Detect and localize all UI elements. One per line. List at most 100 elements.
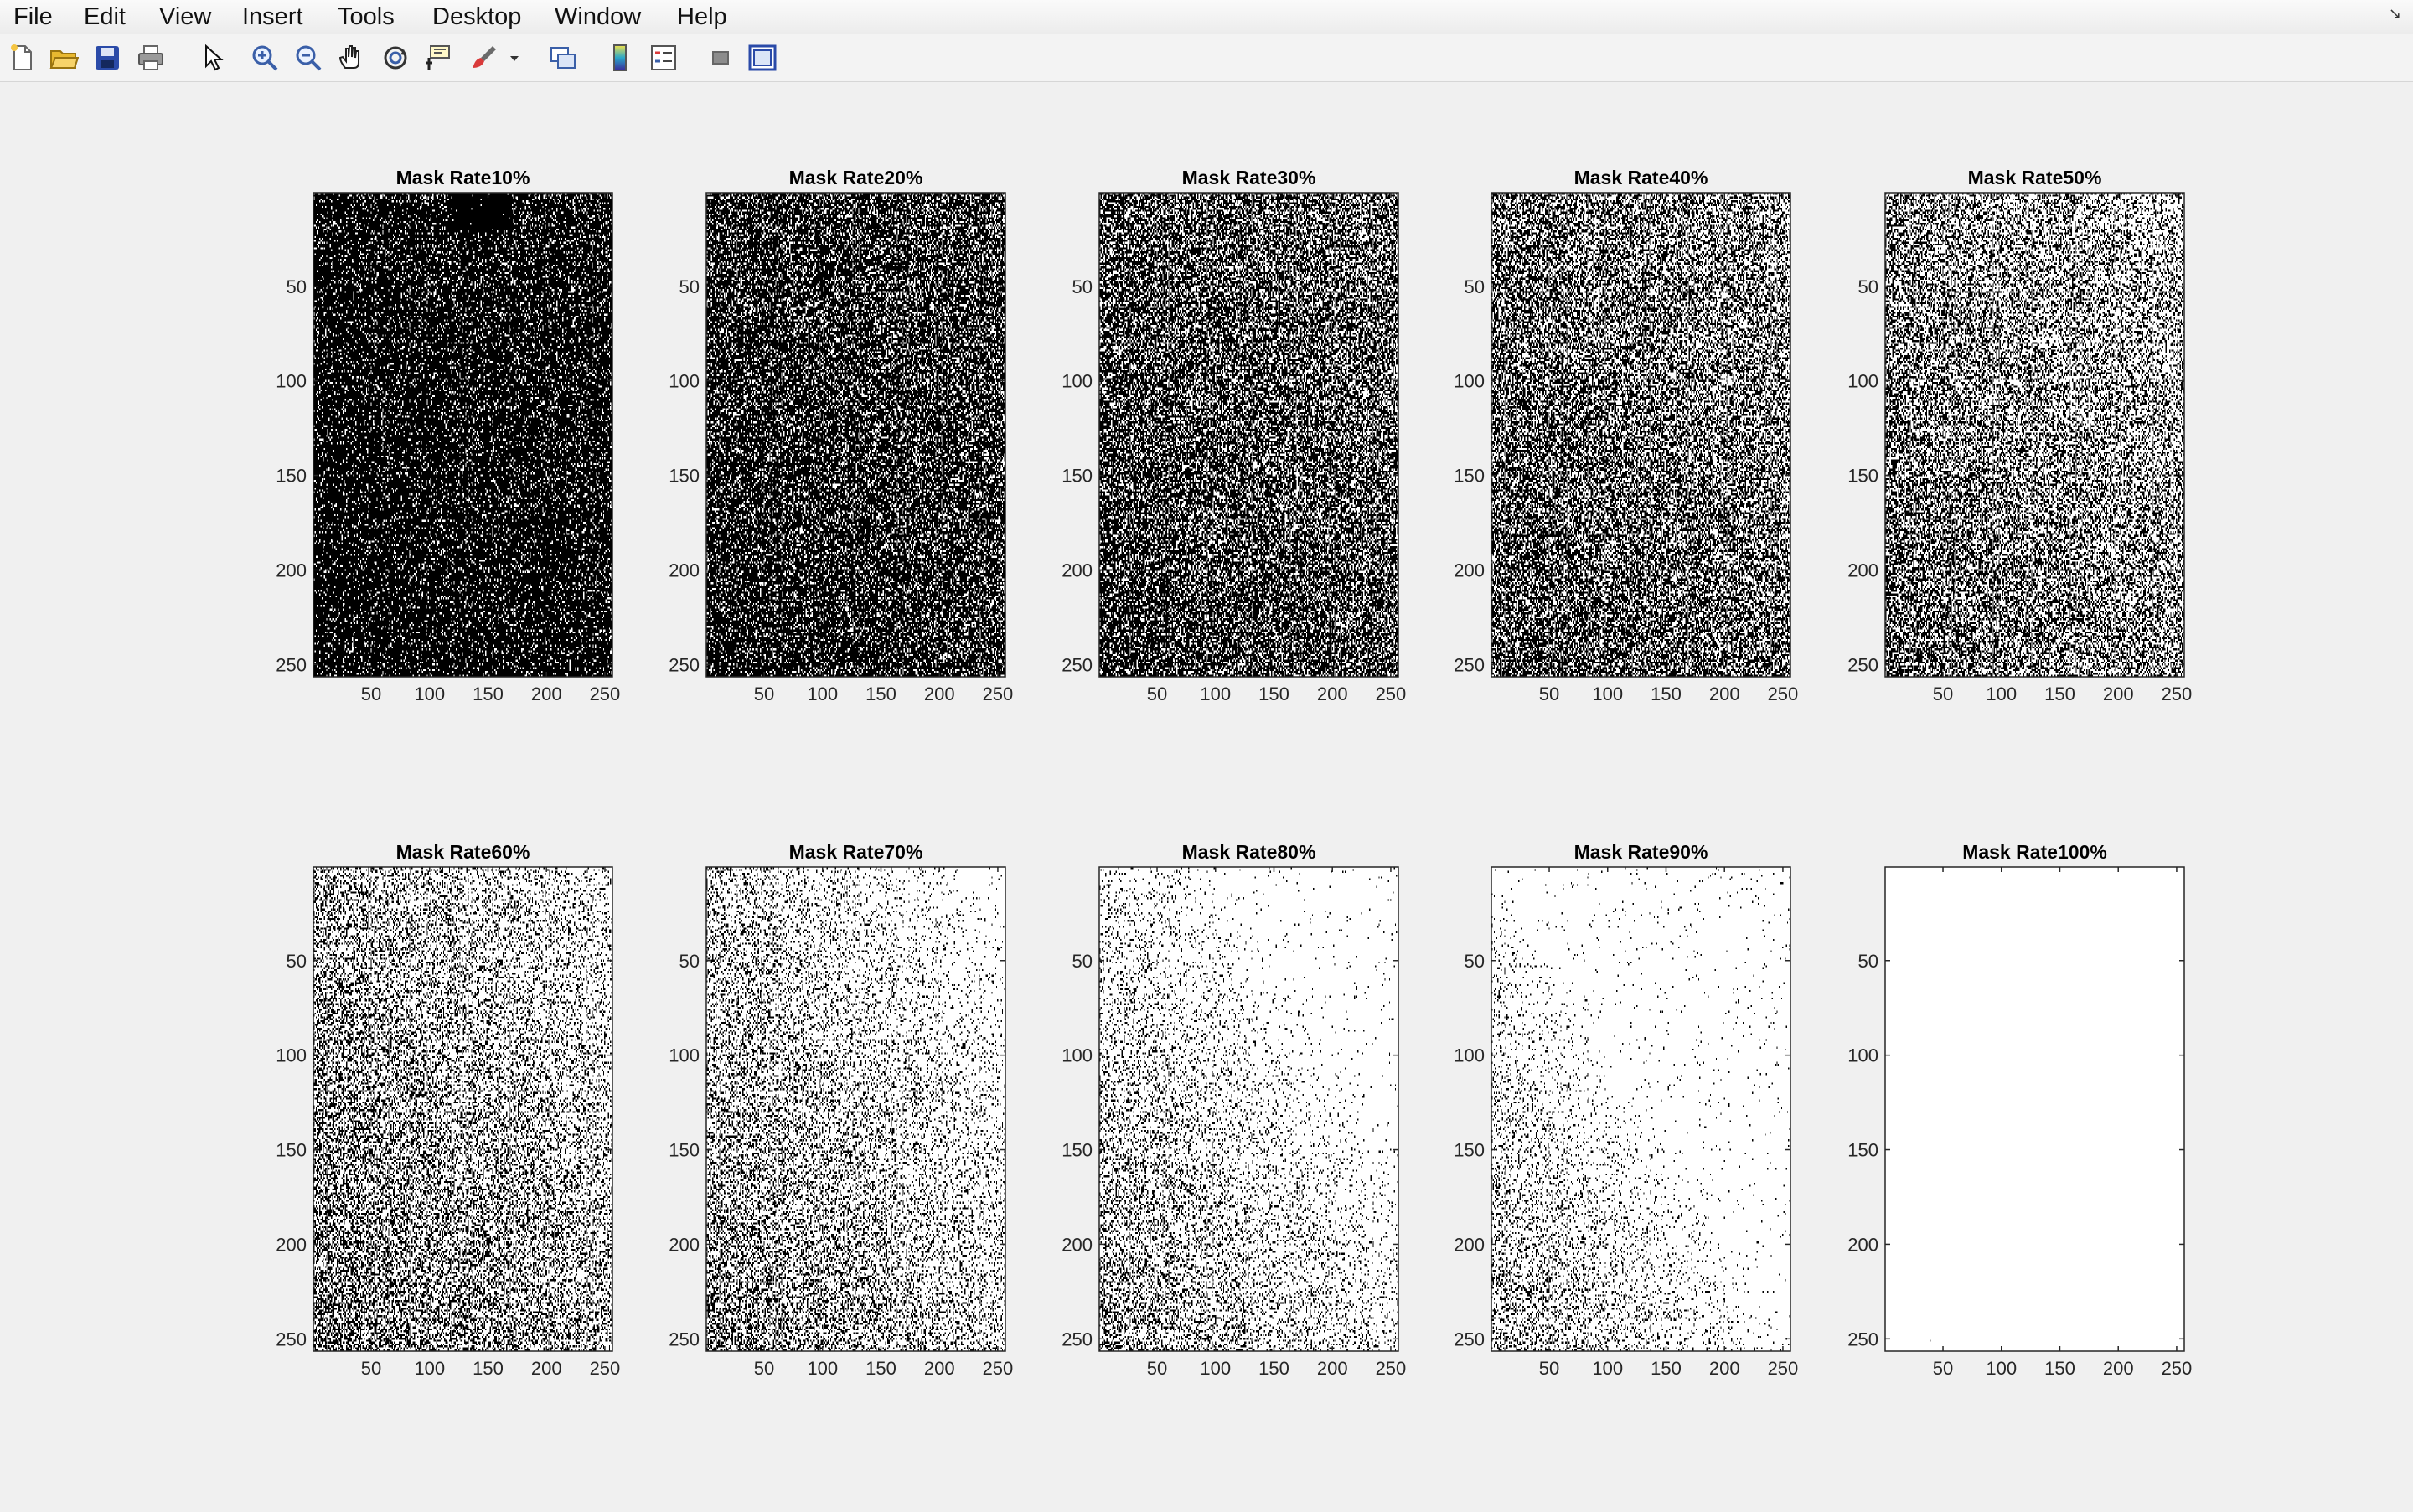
y-tick-label: 250	[276, 1329, 307, 1349]
axes-box	[1884, 866, 2185, 1352]
x-tick-label: 100	[1986, 1358, 2017, 1379]
y-tick-label: 200	[276, 560, 307, 581]
brush-dropdown-icon[interactable]	[508, 43, 521, 73]
save-icon[interactable]	[92, 43, 122, 73]
y-tick-label: 100	[1847, 1045, 1878, 1066]
edit-plot-pointer-icon[interactable]	[198, 43, 228, 73]
insert-legend-icon[interactable]	[648, 43, 679, 73]
mask-image	[706, 193, 1005, 677]
show-plot-tools-icon[interactable]	[747, 43, 778, 73]
subplot-title: Mask Rate100%	[1962, 841, 2107, 863]
x-tick-label: 150	[1258, 684, 1289, 704]
subplot-10[interactable]: Mask Rate100% 50 100 150 200 250 50 100 150 200 25…	[1847, 841, 2192, 1379]
menu-window[interactable]: Window	[555, 3, 642, 30]
rotate-3d-icon[interactable]	[380, 43, 411, 73]
y-tick-label: 200	[669, 560, 700, 581]
x-tick-label: 250	[983, 1358, 1014, 1379]
y-tick-label: 250	[669, 1329, 700, 1349]
x-tick-label: 250	[1768, 1358, 1799, 1379]
menu-view[interactable]: View	[159, 3, 212, 30]
x-tick-label: 250	[1376, 684, 1407, 704]
x-tick-label: 150	[1258, 1358, 1289, 1379]
x-tick-label: 200	[2103, 1358, 2134, 1379]
insert-colorbar-icon[interactable]	[605, 43, 635, 73]
x-tick-label: 100	[1592, 1358, 1623, 1379]
brush-icon[interactable]	[469, 43, 499, 73]
print-icon[interactable]	[136, 43, 166, 73]
y-tick-label: 200	[1847, 560, 1878, 581]
y-tick-label: 50	[1465, 951, 1485, 972]
y-tick-label: 250	[669, 654, 700, 675]
y-tick-label: 250	[1454, 1329, 1485, 1349]
subplot-3[interactable]: Mask Rate30% 50 100 150 200 250 50 100 150 200 250	[1062, 167, 1406, 704]
subplot-title: Mask Rate80%	[1182, 841, 1316, 863]
subplot-9[interactable]: Mask Rate90% 50 100 150 200 250 50 100 150 200 250	[1454, 841, 1798, 1379]
y-tick-label: 200	[1454, 1234, 1485, 1255]
menu-desktop[interactable]: Desktop	[432, 3, 522, 30]
dock-arrow-icon[interactable]: ↘	[2388, 5, 2401, 22]
x-tick-label: 150	[1651, 1358, 1682, 1379]
subplot-4[interactable]: Mask Rate40% 50 100 150 200 250 50 100 150 200 250	[1454, 167, 1798, 704]
y-tick-label: 150	[669, 466, 700, 487]
y-tick-label: 200	[1847, 1234, 1878, 1255]
zoom-in-icon[interactable]	[250, 43, 280, 73]
y-tick-label: 150	[1847, 466, 1878, 487]
menu-file[interactable]: File	[13, 3, 53, 30]
x-tick-label: 200	[924, 684, 955, 704]
x-tick-label: 50	[1933, 684, 1953, 704]
hide-plot-tools-icon[interactable]	[705, 43, 736, 73]
x-tick-label: 200	[1317, 684, 1348, 704]
subplot-5[interactable]: Mask Rate50% 50 100 150 200 250 50 100 150 200 250	[1847, 167, 2192, 704]
x-tick-label: 50	[1933, 1358, 1953, 1379]
open-file-icon[interactable]	[49, 43, 79, 73]
subplot-title: Mask Rate70%	[789, 841, 923, 863]
x-tick-label: 150	[1651, 684, 1682, 704]
x-tick-label: 100	[1986, 684, 2017, 704]
y-tick-label: 150	[669, 1140, 700, 1161]
y-tick-label: 150	[1847, 1140, 1878, 1161]
subplot-6[interactable]: Mask Rate60% 50 100 150 200 250 50 100 150 200 250	[276, 841, 620, 1379]
y-tick-label: 50	[679, 951, 700, 972]
x-tick-label: 250	[1376, 1358, 1407, 1379]
menu-help[interactable]: Help	[677, 3, 727, 30]
subplot-1[interactable]: Mask Rate10% 50 100 150 200 250 50 100 150 200 250	[276, 167, 620, 704]
x-tick-label: 200	[1709, 684, 1740, 704]
y-tick-label: 50	[287, 276, 307, 297]
y-tick-label: 150	[1454, 1140, 1485, 1161]
x-tick-label: 100	[1200, 1358, 1231, 1379]
subplot-8[interactable]: Mask Rate80% 50 100 150 200 250 50 100 150 200 250	[1062, 841, 1406, 1379]
subplot-title: Mask Rate40%	[1574, 167, 1708, 188]
x-tick-label: 50	[361, 1358, 381, 1379]
menu-insert[interactable]: Insert	[242, 3, 303, 30]
x-tick-label: 100	[807, 684, 838, 704]
subplot-7[interactable]: Mask Rate70% 50 100 150 200 250 50 100 150 200 250	[669, 841, 1013, 1379]
y-tick-label: 100	[276, 371, 307, 392]
y-tick-label: 100	[1454, 371, 1485, 392]
y-tick-label: 100	[1454, 1045, 1485, 1066]
mask-image	[706, 867, 1005, 1351]
link-plot-icon[interactable]	[548, 43, 578, 73]
subplot-2[interactable]: Mask Rate20% 50 100 150 200 250 50 100 150 200 250	[669, 167, 1013, 704]
y-tick-label: 100	[1062, 1045, 1093, 1066]
figure-svg: Mask Rate10% 50 100 150 200 250 50 100 150 200 250…	[276, 167, 2192, 1379]
subplot-title: Mask Rate30%	[1182, 167, 1316, 188]
y-tick-label: 50	[1465, 276, 1485, 297]
subplot-title: Mask Rate10%	[396, 167, 530, 188]
zoom-out-icon[interactable]	[293, 43, 323, 73]
menu-edit[interactable]: Edit	[84, 3, 126, 30]
axes-box	[313, 192, 613, 678]
menu-tools[interactable]: Tools	[338, 3, 395, 30]
mask-image	[1885, 867, 2184, 1351]
mask-image	[1491, 193, 1790, 677]
y-tick-label: 100	[669, 371, 700, 392]
x-tick-label: 50	[1147, 1358, 1167, 1379]
y-tick-label: 100	[669, 1045, 700, 1066]
y-tick-label: 50	[287, 951, 307, 972]
y-tick-label: 200	[1062, 560, 1093, 581]
figure-canvas: Mask Rate10% 50 100 150 200 250 50 100 150 200 250…	[0, 82, 2413, 1508]
mask-image	[313, 193, 612, 677]
y-tick-label: 100	[276, 1045, 307, 1066]
data-cursor-icon[interactable]	[424, 43, 454, 73]
pan-icon[interactable]	[337, 43, 367, 73]
new-figure-icon[interactable]	[7, 43, 37, 73]
